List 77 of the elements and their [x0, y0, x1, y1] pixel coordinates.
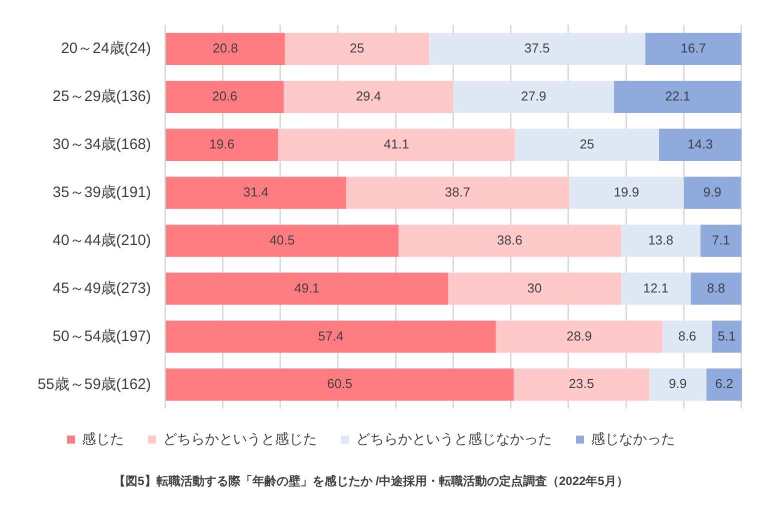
- bar: [284, 80, 454, 113]
- bar: [496, 320, 662, 353]
- data-label: 30: [527, 280, 542, 296]
- data-label: 19.6: [209, 136, 235, 152]
- legend-label: 感じた: [82, 430, 124, 446]
- legend-label: 感じなかった: [591, 430, 675, 446]
- data-label: 8.6: [678, 328, 696, 344]
- y-tick-label: 20～24歳(24): [60, 40, 151, 58]
- data-label: 9.9: [703, 184, 722, 200]
- text: 【図5】転職活動する際「年齢の壁」を感じたか /中途採用・転職活動の定点調査（2022年5月）: [114, 474, 628, 488]
- bar: [649, 368, 706, 401]
- bar: [620, 224, 700, 257]
- data-label: 14.3: [688, 136, 713, 152]
- data-label: 38.6: [497, 232, 522, 248]
- data-label: 5.1: [718, 328, 736, 344]
- bar: [620, 272, 691, 305]
- data-label: 49.1: [294, 280, 320, 296]
- bar: [166, 176, 346, 209]
- data-label: 57.4: [318, 328, 344, 344]
- bar: [284, 32, 429, 66]
- data-label: 40.5: [269, 232, 295, 248]
- data-label: 23.5: [568, 376, 594, 392]
- bar: [166, 128, 278, 161]
- y-tick-label: 50～54歳(197): [52, 328, 151, 345]
- bar: [166, 320, 496, 353]
- data-label: 60.5: [327, 376, 352, 392]
- bar: [614, 80, 742, 113]
- data-label: 16.7: [680, 40, 706, 56]
- y-tick-label: 30～34歳(168): [52, 136, 151, 154]
- bar: [514, 128, 659, 161]
- data-label: 29.4: [356, 88, 382, 104]
- data-label: 25: [580, 136, 594, 152]
- bar: [429, 32, 646, 66]
- bar: [166, 368, 514, 401]
- bar: [700, 224, 742, 257]
- data-label: 6.2: [715, 376, 734, 392]
- bar: [706, 368, 742, 401]
- bar: [448, 272, 621, 305]
- data-label: 8.8: [707, 280, 726, 296]
- data-label: 12.1: [643, 280, 668, 296]
- data-label: 27.9: [520, 88, 546, 104]
- data-label: 25: [350, 40, 364, 56]
- bar: [166, 32, 285, 66]
- bar: [662, 320, 712, 353]
- bar: [166, 224, 398, 257]
- bar: [569, 176, 684, 209]
- bar: [712, 320, 742, 353]
- data-label: 31.4: [243, 184, 269, 200]
- bar: [278, 128, 515, 161]
- bar: [166, 80, 284, 113]
- legend-label: どちらかというと感じなかった: [356, 430, 552, 446]
- y-tick-label: 25～29歳(136): [52, 88, 151, 106]
- bar: [398, 224, 621, 257]
- data-label: 28.9: [566, 328, 592, 344]
- data-label: 13.8: [648, 232, 674, 248]
- bar: [166, 272, 448, 305]
- bar: [645, 32, 742, 66]
- data-label: 7.1: [712, 232, 730, 248]
- data-label: 38.7: [444, 184, 470, 200]
- data-label: 19.9: [614, 184, 640, 200]
- bar: [514, 368, 650, 401]
- bar: [684, 176, 741, 209]
- y-tick-label: 55歳～59歳(162): [38, 376, 151, 393]
- bar: [346, 176, 570, 209]
- data-label: 20.6: [212, 88, 238, 104]
- y-tick-label: 35～39歳(191): [52, 184, 151, 201]
- bar: [658, 128, 742, 161]
- y-tick-label: 45～49歳(273): [52, 280, 151, 297]
- bar: [453, 80, 614, 113]
- data-label: 41.1: [384, 136, 410, 152]
- data-label: 20.8: [212, 40, 238, 56]
- legend-label: どちらかというと感じた: [163, 430, 317, 446]
- bar: [690, 272, 742, 305]
- data-label: 9.9: [668, 376, 687, 392]
- data-label: 37.5: [524, 40, 550, 56]
- data-label: 22.1: [665, 88, 690, 104]
- y-tick-label: 40～44歳(210): [52, 232, 151, 249]
